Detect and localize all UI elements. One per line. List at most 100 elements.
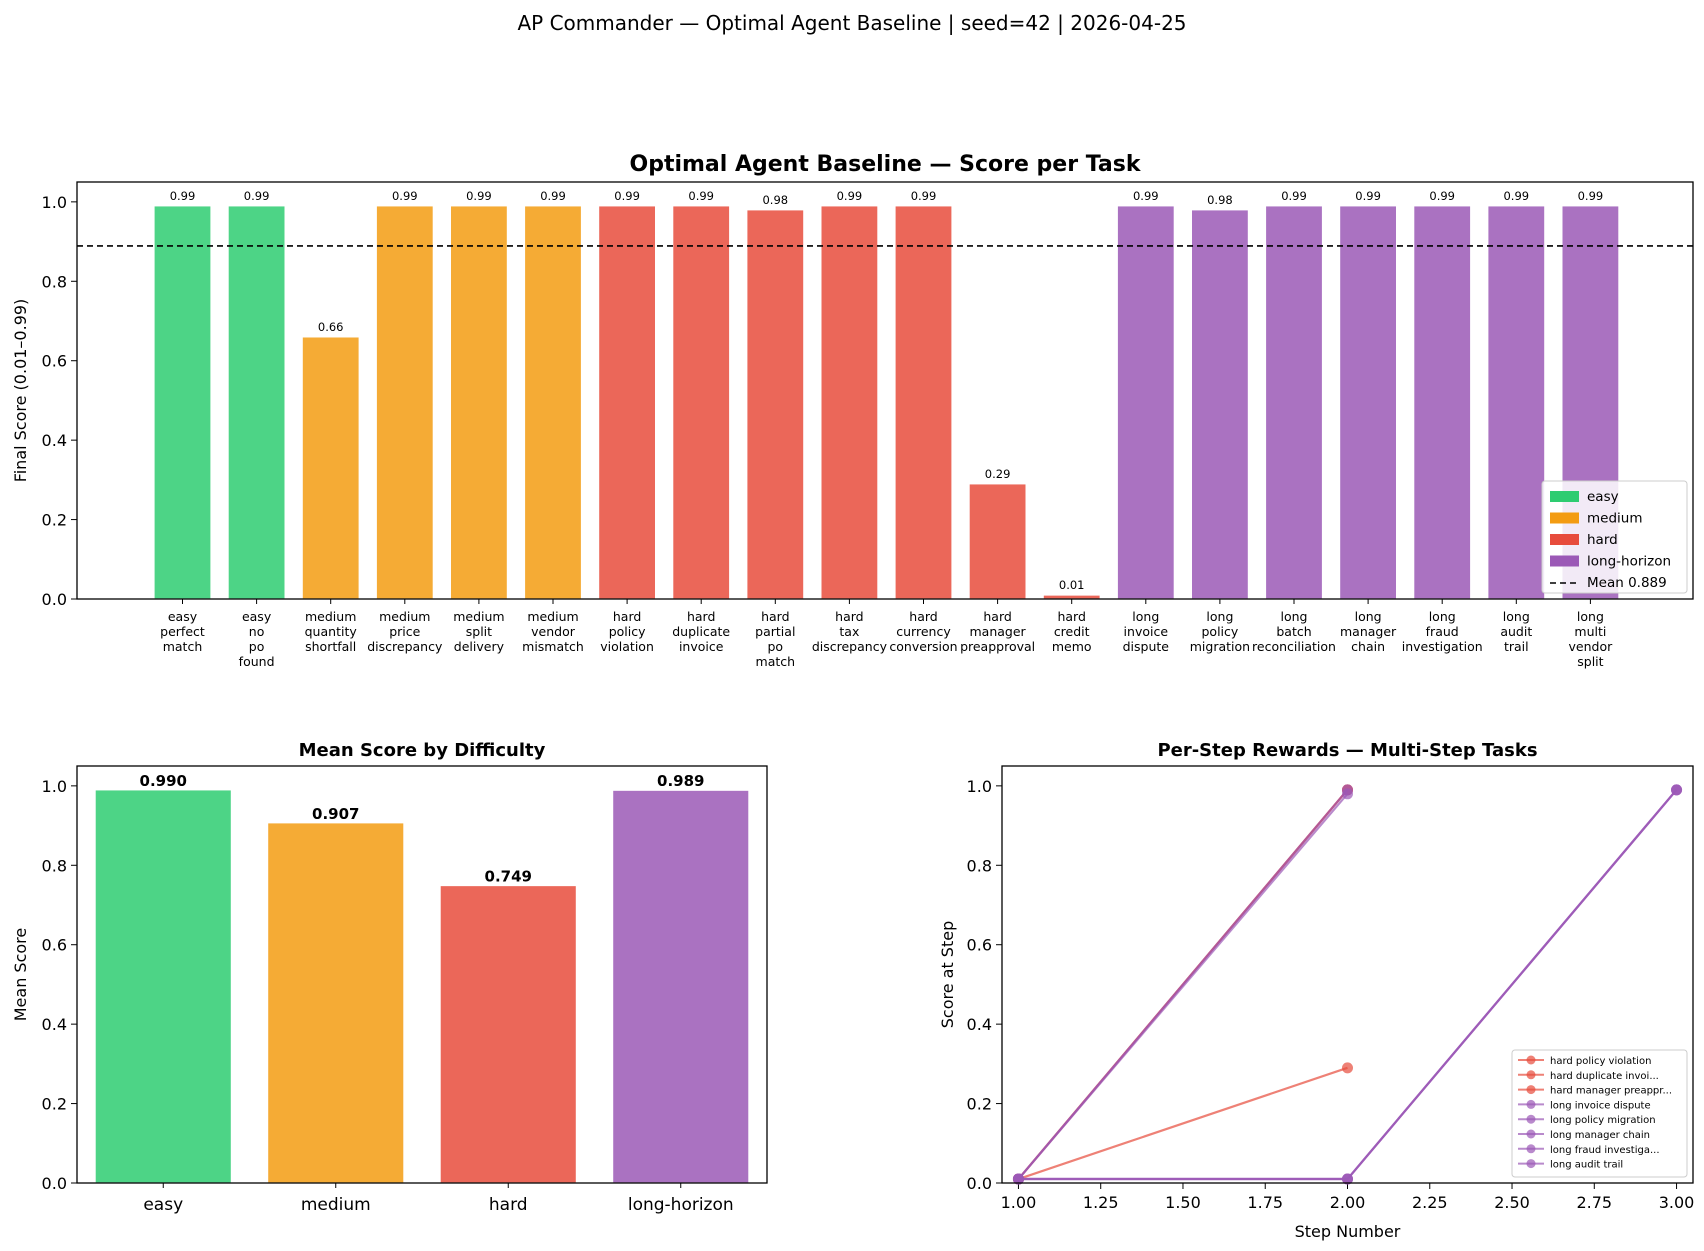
bar-value-label: 0.99 [1578,189,1604,203]
bar-value-label: 0.98 [1207,193,1233,207]
bar-value-label: 0.66 [318,320,344,334]
y-tick-label: 1.0 [42,777,67,796]
bar [301,336,360,600]
series-line [1017,793,1349,1180]
legend-label: long-horizon [1587,554,1671,570]
x-tick-label: hard partial po match [755,609,795,669]
y-tick-label: 0.8 [42,856,67,875]
legend-marker [1526,1085,1536,1095]
bar [1413,205,1472,600]
bar [612,789,750,1184]
legend-marker [1526,1099,1536,1109]
bar-value-label: 0.99 [1133,189,1159,203]
x-tick-label: hard [489,1195,528,1215]
bar [523,205,583,600]
bar [1487,205,1546,600]
plot-frame [76,765,768,1184]
y-tick-label: 0.6 [967,936,992,955]
bar-value-label: 0.99 [1429,189,1455,203]
chart-score-per-task: Optimal Agent Baseline — Score per Task 0… [11,152,1694,669]
x-tick-label: long policy migration [1190,609,1250,654]
bar [227,205,286,600]
bar-value-label: 0.749 [485,868,532,886]
y-tick-label: 1.0 [42,193,67,212]
bar [672,205,731,600]
legend-swatch [1550,555,1579,567]
legend-marker [1526,1055,1536,1065]
x-tick-label: hard credit memo [1052,609,1092,654]
x-tick-label: long multi vendor split [1569,609,1614,669]
bar-value-label: 0.990 [140,772,187,790]
legend-marker [1526,1070,1536,1080]
legend-marker [1526,1159,1536,1169]
bar-value-label: 0.99 [1503,189,1529,203]
legend-label: medium [1587,511,1642,527]
x-tick-label: easy perfect match [160,609,205,654]
chart-mean-by-difficulty: Mean Score by Difficulty 0.0 0.2 0.4 0.6 0.8 1… [11,740,768,1215]
bar-value-label: 0.99 [911,189,937,203]
legend-label: long fraud investiga... [1550,1145,1660,1156]
y-axis-label: Score at Step [938,921,957,1029]
bar-value-label: 0.99 [837,189,863,203]
bar [820,205,879,600]
legend-label: long policy migration [1550,1115,1656,1126]
bar-value-label: 0.99 [540,189,566,203]
plot-frame [76,181,1694,600]
x-tick-label: long invoice dispute [1123,609,1170,654]
bar [1116,205,1175,600]
y-tick-label: 0.0 [967,1174,992,1193]
legend-label: hard duplicate invoi... [1550,1071,1659,1082]
x-tick-label: medium price discrepancy [367,609,443,654]
x-tick-label: long manager chain [1340,609,1397,654]
legend-label: easy [1587,489,1619,505]
bar-value-label: 0.99 [614,189,640,203]
legend-swatch [1550,534,1579,545]
x-tick-label: medium split delivery [453,609,504,654]
chart-title: Per-Step Rewards — Multi-Step Tasks [1157,740,1537,761]
x-tick-label: 2.00 [1330,1193,1366,1212]
bar [968,483,1027,600]
y-tick-label: 0.8 [967,856,992,875]
chart-title: Optimal Agent Baseline — Score per Task [630,152,1142,177]
x-tick-label: hard duplicate invoice [672,609,730,654]
bar-value-label: 0.99 [392,189,418,203]
bar [375,205,434,600]
x-tick-label: hard manager preapproval [960,609,1035,654]
legend-marker [1526,1144,1536,1154]
x-tick-label: medium vendor mismatch [522,609,584,654]
y-tick-label: 0.6 [42,936,67,955]
series [1012,784,1683,1185]
series-point [1342,1062,1353,1074]
legend-swatch [1550,512,1579,524]
bar [1190,209,1250,600]
series-point [1012,1173,1024,1185]
chart-title: Mean Score by Difficulty [299,740,546,761]
x-tick-label: hard currency conversion [889,609,957,654]
plot-frame [1001,765,1694,1184]
chart-per-step-rewards: Per-Step Rewards — Multi-Step Tasks 0.0 0.… [938,740,1694,1241]
series-point [1342,788,1353,800]
bar [894,205,953,600]
y-tick-label: 0.8 [42,272,67,291]
legend-marker [1526,1114,1536,1124]
x-tick-label: long audit trail [1500,609,1532,654]
x-tick-label: medium quantity shortfall [305,609,358,654]
y-tick-label: 0.2 [967,1095,992,1114]
y-tick-label: 0.4 [42,431,67,450]
y-tick-label: 0.4 [42,1015,67,1034]
x-axis-label: Step Number [1295,1222,1401,1241]
legend-label: hard manager preappr... [1550,1086,1672,1097]
bar-value-label: 0.99 [1355,189,1381,203]
figure-suptitle: AP Commander — Optimal Agent Baseline | … [517,11,1186,35]
bar [153,205,212,600]
legend-label: long audit trail [1550,1160,1623,1171]
bar-value-label: 0.99 [170,189,196,203]
bar-value-label: 0.99 [688,189,714,203]
series-point [1342,1173,1353,1185]
bar-value-label: 0.01 [1059,578,1085,592]
bar [439,884,577,1184]
bar-value-label: 0.99 [244,189,270,203]
x-tick-label: long-horizon [628,1195,734,1215]
legend-marker [1526,1129,1536,1139]
